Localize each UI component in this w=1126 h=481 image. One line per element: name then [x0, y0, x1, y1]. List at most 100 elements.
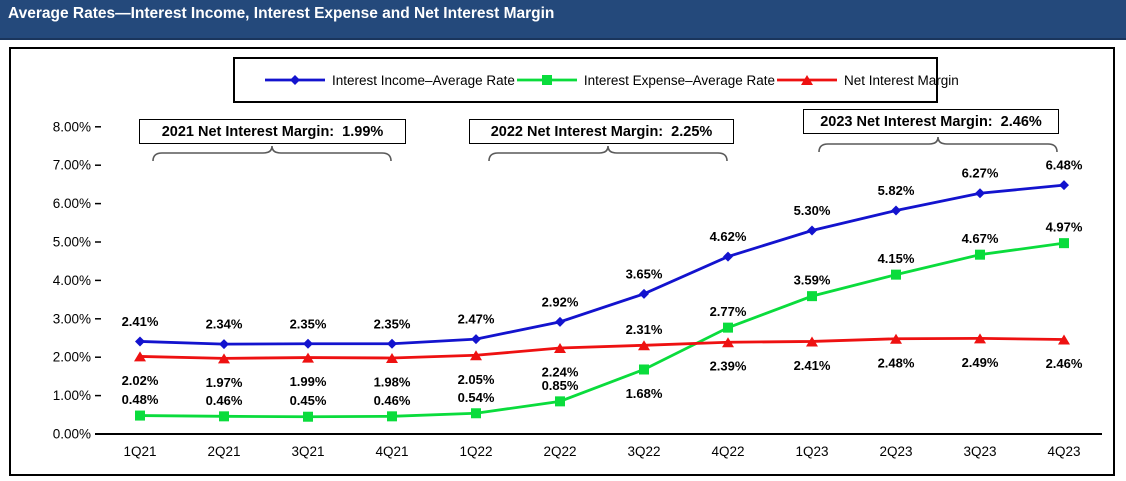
data-point-square: [975, 249, 985, 260]
data-point-diamond: [723, 251, 733, 262]
annotation-text: 2021 Net Interest Margin: 1.99%: [161, 123, 384, 140]
data-point-triangle: [1058, 334, 1070, 345]
data-label: 1.99%: [290, 374, 327, 389]
data-point-diamond: [219, 339, 229, 350]
data-label: 0.46%: [374, 393, 411, 408]
data-point-diamond: [303, 338, 313, 349]
data-label: 2.35%: [290, 316, 327, 331]
data-label: 2.34%: [206, 317, 243, 332]
data-label: 6.27%: [962, 166, 999, 181]
data-label: 6.48%: [1046, 158, 1083, 173]
year-brace: [152, 145, 392, 162]
data-label: 2.92%: [542, 294, 579, 309]
data-point-diamond: [387, 338, 397, 349]
data-point-triangle: [218, 353, 230, 364]
data-label: 3.65%: [626, 266, 663, 281]
data-point-diamond: [807, 225, 817, 236]
annotation-text: 2023 Net Interest Margin: 2.46%: [820, 113, 1042, 130]
data-label: 2.46%: [1046, 356, 1083, 371]
data-label: 2.02%: [122, 373, 159, 388]
x-axis-category-label: 1Q22: [459, 444, 492, 459]
legend-label: Interest Expense–Average Rate: [583, 72, 775, 88]
data-point-diamond: [639, 288, 649, 299]
y-axis-tick-label: 5.00%: [53, 235, 91, 250]
data-point-triangle: [386, 352, 398, 363]
data-label: 0.48%: [122, 392, 159, 407]
title-bar: Average Rates—Interest Income, Interest …: [0, 0, 1126, 40]
data-point-square: [807, 291, 817, 302]
data-label: 1.97%: [206, 375, 243, 390]
data-label: 5.82%: [878, 183, 915, 198]
data-label: 2.39%: [710, 359, 747, 374]
legend-item-net-interest-margin: Net Interest Margin: [775, 73, 959, 88]
data-label: 4.67%: [962, 231, 999, 246]
data-point-diamond: [555, 316, 565, 327]
data-label: 4.15%: [878, 251, 915, 266]
data-label: 2.31%: [626, 322, 663, 337]
data-label: 2.24%: [542, 364, 579, 379]
data-point-square: [639, 364, 649, 375]
annotation-2021-nim: 2021 Net Interest Margin: 1.99%: [139, 119, 406, 144]
data-point-square: [723, 322, 733, 333]
page-title: Average Rates—Interest Income, Interest …: [8, 5, 555, 22]
x-axis-category-label: 4Q21: [375, 444, 408, 459]
series-line-diamond: [139, 183, 1065, 346]
data-label: 0.45%: [290, 393, 327, 408]
y-axis-tick-label: 3.00%: [53, 311, 91, 326]
y-axis-tick-label: 1.00%: [53, 388, 91, 403]
data-point-triangle: [974, 333, 986, 344]
data-label: 3.59%: [794, 273, 831, 288]
legend-marker: [541, 75, 552, 85]
annotation-2022-nim: 2022 Net Interest Margin: 2.25%: [469, 119, 734, 144]
data-label: 0.46%: [206, 393, 243, 408]
data-point-square: [555, 396, 565, 407]
data-point-diamond: [135, 336, 145, 347]
legend-item-interest-income: Interest Income–Average Rate: [263, 73, 515, 88]
data-label: 0.85%: [542, 378, 579, 393]
year-brace: [488, 145, 728, 162]
data-point-square: [891, 269, 901, 280]
net-interest-margin-line-icon: [776, 75, 837, 85]
data-label: 2.48%: [878, 355, 915, 370]
data-point-diamond: [975, 188, 985, 199]
interest-income-line-icon: [265, 75, 325, 85]
x-axis-category-label: 2Q21: [207, 444, 240, 459]
data-label: 2.49%: [962, 355, 999, 370]
y-axis-tick-label: 2.00%: [53, 350, 91, 365]
data-point-diamond: [891, 205, 901, 216]
x-axis-category-label: 3Q23: [963, 444, 996, 459]
legend-label: Interest Income–Average Rate: [332, 72, 515, 88]
data-point-triangle: [806, 336, 818, 347]
data-label: 2.05%: [458, 372, 495, 387]
legend: Interest Income–Average Rate Interest Ex…: [233, 57, 959, 103]
data-label: 5.30%: [794, 203, 831, 218]
series-line-square: [139, 241, 1065, 419]
y-axis-tick-label: 6.00%: [53, 196, 91, 211]
data-point-square: [303, 411, 313, 422]
y-axis-tick-label: 4.00%: [53, 273, 91, 288]
annotation-text: 2022 Net Interest Margin: 2.25%: [490, 123, 713, 140]
data-label: 2.47%: [458, 312, 495, 327]
data-point-triangle: [302, 352, 314, 363]
y-axis-tick-label: 0.00%: [53, 427, 91, 442]
interest-expense-line-icon: [516, 75, 577, 85]
data-label: 2.77%: [710, 304, 747, 319]
x-axis-category-label: 2Q23: [879, 444, 912, 459]
legend-item-interest-expense: Interest Expense–Average Rate: [515, 73, 775, 88]
data-point-square: [135, 410, 145, 421]
data-point-square: [471, 408, 481, 419]
data-label: 2.41%: [122, 314, 159, 329]
x-axis-category-label: 3Q22: [627, 444, 660, 459]
data-point-diamond: [1059, 180, 1069, 191]
legend-label: Net Interest Margin: [843, 72, 959, 88]
series-line-triangle: [139, 336, 1065, 360]
data-label: 4.97%: [1046, 220, 1083, 235]
data-point-diamond: [471, 334, 481, 345]
data-label: 4.62%: [710, 229, 747, 244]
y-axis-tick-label: 7.00%: [53, 158, 91, 173]
data-point-triangle: [470, 350, 482, 361]
data-label: 1.98%: [374, 374, 411, 389]
data-point-square: [387, 411, 397, 422]
data-point-square: [1059, 238, 1069, 249]
